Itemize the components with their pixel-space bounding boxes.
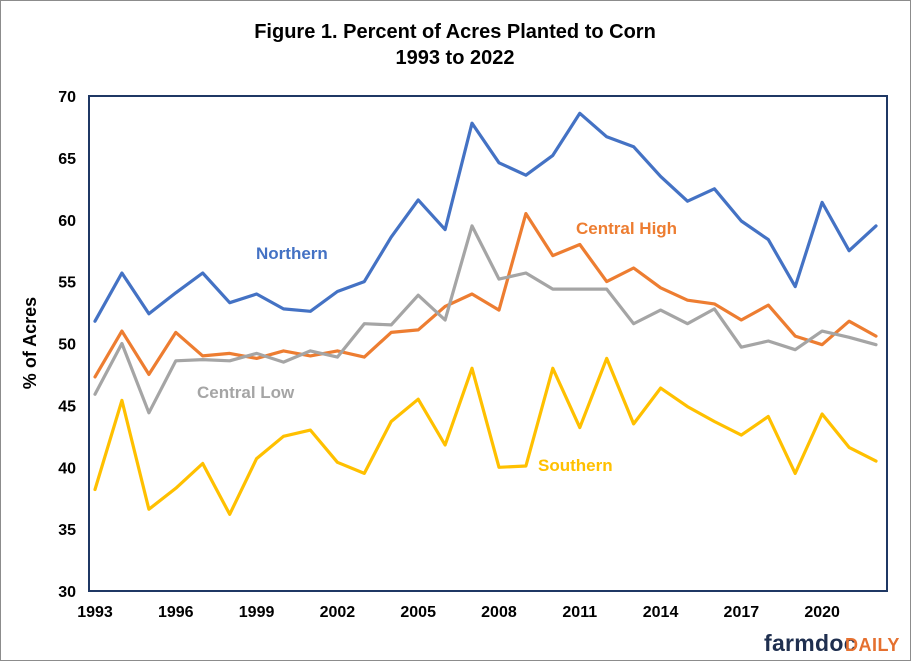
x-tick-label: 2017: [724, 604, 760, 621]
series-line-central-low: [93, 224, 878, 415]
y-tick-label: 65: [58, 151, 76, 168]
farmdoc-daily-logo: farmdoc DAILY: [764, 630, 900, 656]
series-label-central-low: Central Low: [197, 383, 295, 402]
x-tick-label: 2020: [804, 604, 840, 621]
y-tick-label: 35: [58, 522, 76, 539]
y-tick-label: 60: [58, 213, 76, 230]
series-line-northern: [93, 111, 878, 323]
y-tick-label: 55: [58, 275, 76, 292]
x-tick-label: 1999: [239, 604, 275, 621]
y-tick-label: 70: [58, 89, 76, 106]
x-tick-label: 2014: [643, 604, 679, 621]
x-axis-ticks: 1993 1996 1999 2002 2005 2008 2011 2014 2017 2020: [77, 604, 840, 621]
x-tick-label: 2011: [562, 604, 597, 621]
x-tick-label: 1996: [158, 604, 194, 621]
y-tick-label: 30: [58, 584, 76, 601]
x-tick-label: 2008: [481, 604, 517, 621]
plot-area: [88, 95, 888, 592]
series-lines: [93, 111, 878, 516]
y-axis-ticks: 30 35 40 45 50 55 60 65 70: [58, 89, 76, 601]
chart-title: Figure 1. Percent of Acres Planted to Co…: [254, 21, 656, 43]
x-tick-label: 2002: [320, 604, 356, 621]
y-tick-label: 45: [58, 398, 76, 415]
logo-daily-text: DAILY: [845, 635, 900, 655]
series-line-southern: [93, 356, 878, 516]
x-tick-label: 1993: [77, 604, 113, 621]
chart-subtitle: 1993 to 2022: [396, 47, 515, 69]
series-label-northern: Northern: [256, 244, 328, 263]
logo-farmdoc-text: farmdoc: [764, 630, 857, 656]
series-label-central-high: Central High: [576, 219, 677, 238]
y-tick-label: 50: [58, 337, 76, 354]
y-axis-title: % of Acres: [20, 297, 40, 389]
x-tick-label: 2005: [400, 604, 436, 621]
series-line-central-high: [93, 212, 878, 379]
series-label-southern: Southern: [538, 456, 613, 475]
y-tick-label: 40: [58, 460, 76, 477]
